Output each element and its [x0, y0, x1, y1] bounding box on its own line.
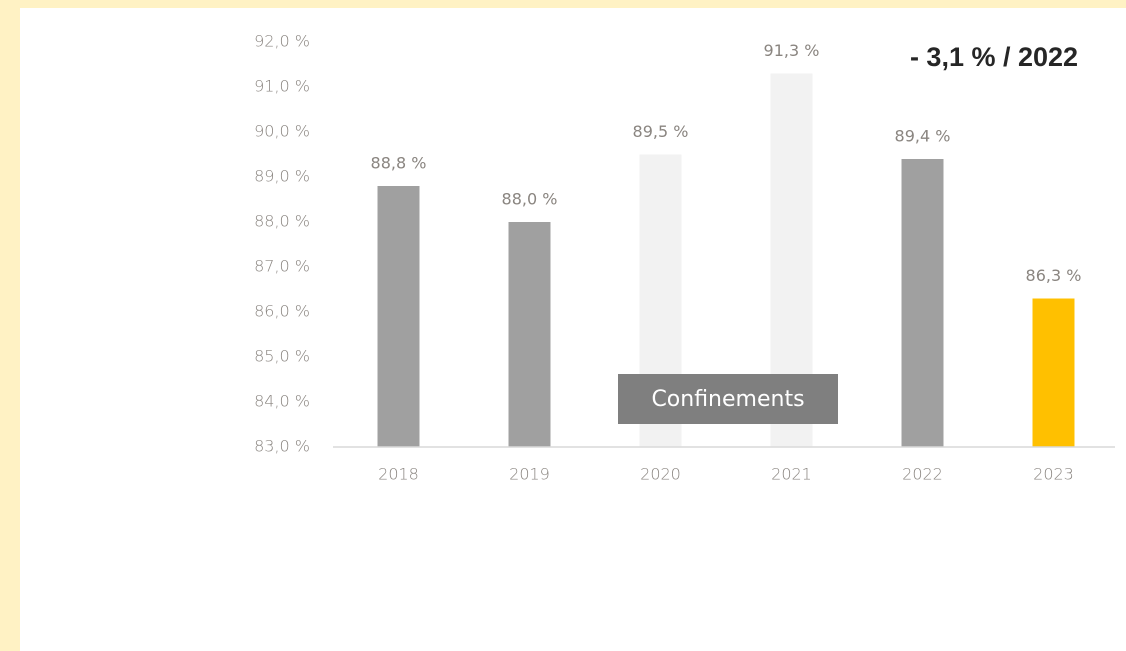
x-tick-label: 2019	[509, 465, 550, 484]
plot: 83,0 % 84,0 % 85,0 % 86,0 % 87,0 % 88,0 % 89,0…	[254, 32, 1115, 484]
data-label: 86,3 %	[1026, 266, 1082, 285]
y-tick-label: 87,0 %	[254, 257, 310, 276]
bar	[1032, 298, 1075, 447]
x-tick-label: 2021	[771, 465, 812, 484]
bar	[508, 222, 551, 447]
x-tick-label: 2022	[902, 465, 943, 484]
data-label: 89,5 %	[633, 122, 689, 141]
y-tick-label: 90,0 %	[254, 122, 310, 141]
data-label: 88,8 %	[371, 154, 427, 173]
y-tick-label: 91,0 %	[254, 77, 310, 96]
data-label: 91,3 %	[764, 41, 820, 60]
annotation: Confinements	[651, 387, 804, 412]
y-tick-label: 89,0 %	[254, 167, 310, 186]
bar	[377, 186, 420, 447]
x-tick-label: 2023	[1033, 465, 1074, 484]
bar	[901, 159, 944, 447]
y-tick-label: 88,0 %	[254, 212, 310, 231]
y-tick-label: 85,0 %	[254, 347, 310, 366]
y-tick-label: 92,0 %	[254, 32, 310, 51]
data-label: 88,0 %	[502, 190, 558, 209]
chart-background	[20, 8, 1126, 651]
y-tick-label: 86,0 %	[254, 302, 310, 321]
x-tick-label: 2020	[640, 465, 681, 484]
x-tick-label: 2018	[378, 465, 419, 484]
data-label: 89,4 %	[895, 127, 951, 146]
y-tick-label: 83,0 %	[254, 437, 310, 456]
annotation-box	[618, 374, 838, 424]
annotation: - 3,1 % / 2022	[910, 42, 1078, 72]
y-tick-label: 84,0 %	[254, 392, 310, 411]
